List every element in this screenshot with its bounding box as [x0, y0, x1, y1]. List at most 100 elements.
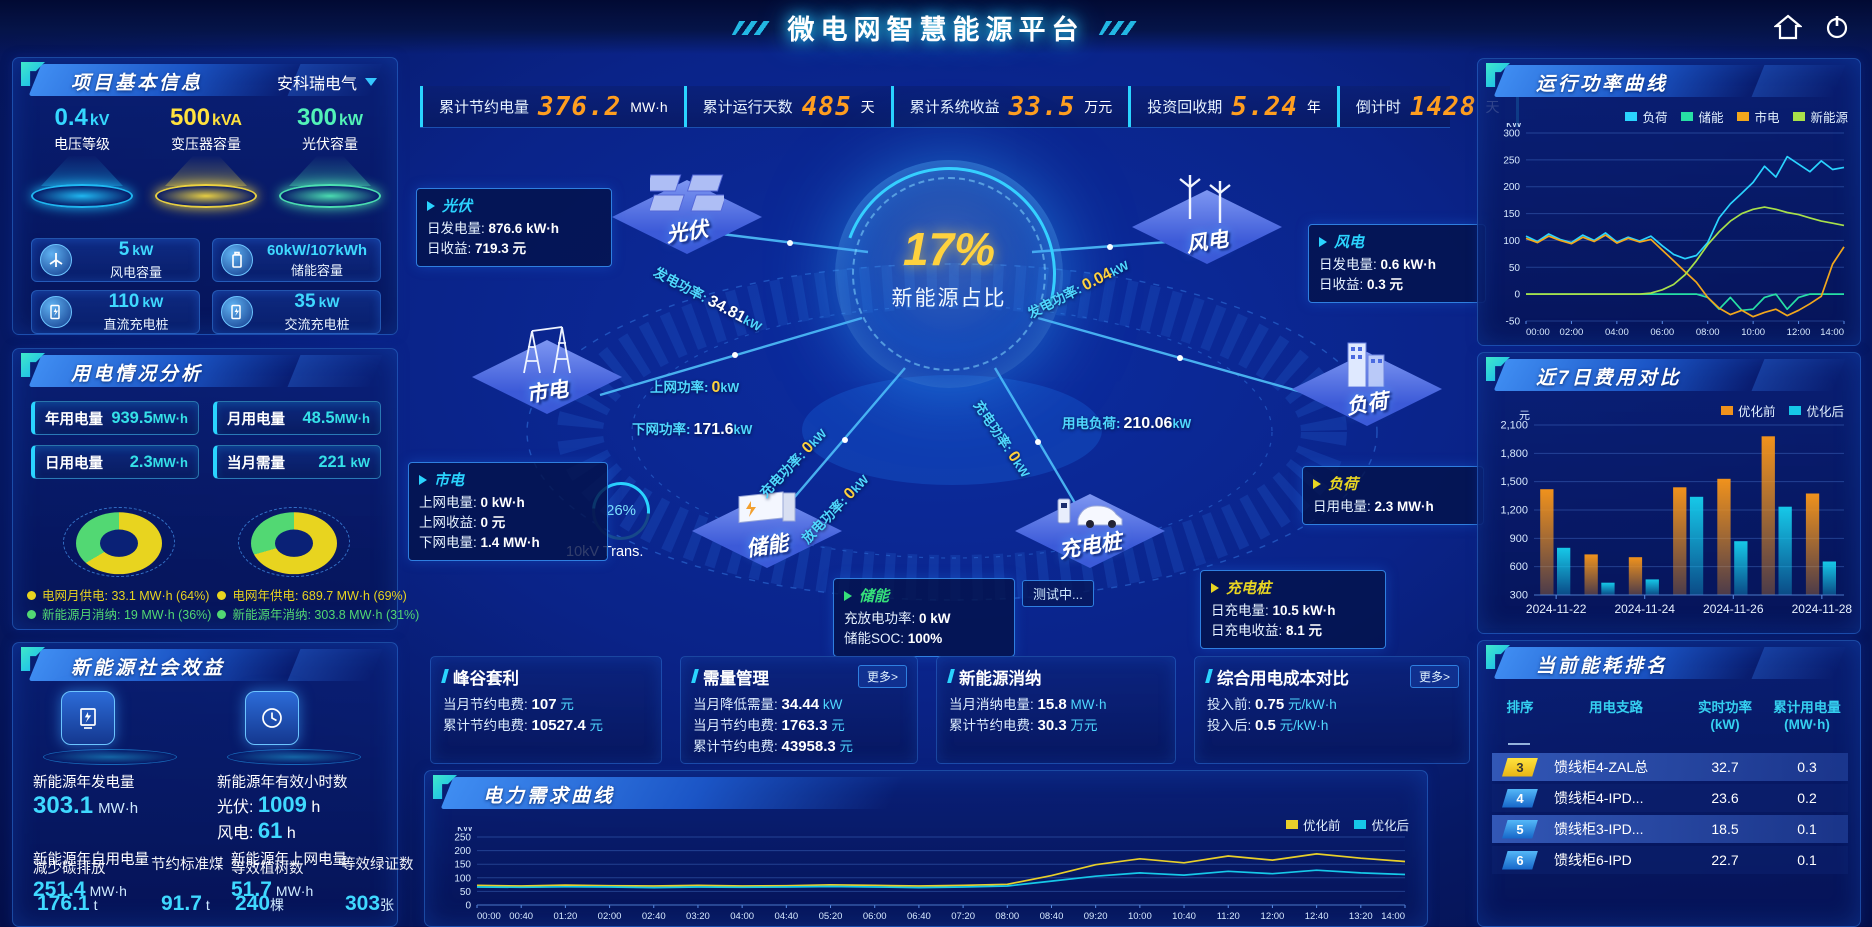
kpi-saved-energy: 累计节约电量 376.2 MW·h — [420, 86, 684, 127]
capacity-transformer: 500 kVA 变压器容量 — [147, 104, 265, 208]
svg-text:100: 100 — [454, 873, 471, 884]
more-button[interactable]: 更多> — [857, 665, 907, 688]
clock-icon — [245, 691, 299, 745]
battery-container-icon — [735, 489, 799, 534]
svg-text:14:00: 14:00 — [1381, 911, 1405, 922]
svg-text:06:40: 06:40 — [907, 911, 931, 922]
legend-item[interactable]: 负荷 — [1625, 107, 1667, 126]
svg-text:2024-11-28: 2024-11-28 — [1792, 602, 1853, 616]
legend-item[interactable]: 储能 — [1681, 107, 1723, 126]
legend-swatch — [1737, 112, 1750, 121]
svg-text:元: 元 — [1519, 410, 1530, 422]
rank-table-header: 排序 用电支路 实时功率 (kW) 累计用电量 (MW·h) — [1506, 700, 1841, 732]
chevron-right-icon — [419, 474, 427, 485]
svg-text:150: 150 — [1503, 209, 1520, 220]
demand-curve-chart: 250 200 150 100 50 0 kW 00:00 00:40 01:20 02:00 02:… — [454, 827, 1406, 922]
legend-renewable-month: 新能源月消纳: 19 MW·h (36%) — [27, 606, 211, 625]
chevron-right-icon — [1319, 236, 1327, 247]
cost-compare-panel: 近7日费用对比 优化前 优化后 2,100 1,800 1,500 1,200 900 60… — [1477, 352, 1861, 634]
more-button[interactable]: 更多> — [1409, 665, 1459, 688]
table-row[interactable]: 6 馈线柜6-IPD 22.7 0.1 — [1492, 846, 1848, 874]
legend-dot — [27, 610, 36, 619]
chip-month-consumption: 月用电量 48.5MW·h — [213, 401, 381, 435]
table-row[interactable]: 5 馈线柜3-IPD... 18.5 0.1 — [1492, 815, 1848, 843]
ac-charger-icon — [221, 296, 253, 328]
legend-item[interactable]: 优化后 — [1354, 815, 1409, 834]
legend-item[interactable]: 市电 — [1737, 107, 1779, 126]
kpi-payback-period: 投资回收期 5.24 年 — [1128, 86, 1337, 127]
rank-badge: 4 — [1502, 788, 1538, 808]
svg-text:100: 100 — [1503, 236, 1520, 247]
svg-text:02:00: 02:00 — [1560, 327, 1584, 338]
svg-text:kW: kW — [1506, 123, 1523, 130]
capacity-voltage: 0.4 kV 电压等级 — [23, 104, 141, 208]
renewable-share-value: 17% — [902, 223, 996, 275]
wind-turbine-icon — [40, 244, 72, 276]
page-title: 微电网智慧能源平台 — [787, 15, 1085, 45]
demand-curve-panel: 电力需求曲线 优化前 优化后 250 200 150 100 50 0 kW 00:00 00:4… — [424, 770, 1428, 927]
stat-dc-charger: 110 kW 直流充电桩 — [31, 290, 200, 334]
consumption-donuts — [31, 499, 381, 585]
svg-text:600: 600 — [1510, 561, 1528, 573]
year-donut-chart — [234, 499, 354, 585]
label-green-certs: 等效绿证数 — [341, 857, 414, 873]
svg-text:11:20: 11:20 — [1217, 911, 1240, 922]
legend-dot — [217, 591, 227, 600]
legend-item[interactable]: 优化前 — [1285, 815, 1340, 834]
svg-text:1,200: 1,200 — [1500, 505, 1528, 517]
chip-day-consumption: 日用电量 2.3MW·h — [31, 445, 199, 479]
legend-swatch — [1625, 112, 1638, 121]
legend-item[interactable]: 优化后 — [1789, 401, 1844, 420]
svg-text:0: 0 — [1514, 290, 1520, 301]
legend-item[interactable]: 新能源 — [1793, 107, 1848, 126]
demand-curve-header: 电力需求曲线 — [431, 775, 1421, 813]
legend-swatch — [1681, 112, 1694, 121]
chevron-right-icon — [1211, 582, 1219, 593]
svg-text:05:20: 05:20 — [819, 911, 843, 922]
legend-item[interactable]: 优化前 — [1720, 401, 1775, 420]
rank-badge: 6 — [1502, 850, 1538, 870]
demand-curve-legend: 优化前 优化后 — [1285, 815, 1409, 834]
energy-rank-panel: 当前能耗排名 排序 用电支路 实时功率 (kW) 累计用电量 (MW·h) 3 馈线… — [1477, 640, 1861, 927]
svg-text:kW: kW — [457, 827, 474, 834]
wind-turbines-icon — [1172, 173, 1242, 230]
svg-text:13:20: 13:20 — [1349, 911, 1373, 922]
capacity-pv: 300 kW 光伏容量 — [271, 104, 389, 208]
legend-swatch — [1720, 406, 1733, 415]
legend-renewable-year: 新能源年消纳: 303.8 MW·h (31%) — [217, 606, 419, 625]
power-analysis-header: 用电情况分析 — [19, 353, 391, 391]
chevron-right-icon — [844, 590, 852, 601]
run-power-chart: 300 250 200 150 100 50 0 -50 kW 00:00 02:00 04:00 06… — [1503, 123, 1845, 338]
project-stats-grid: 5 kW 风电容量 60kW/107kWh 储能容量 110 kW 直流充电桩 35 kW 交… — [31, 238, 381, 334]
chip-year-consumption: 年用电量 939.5MW·h — [31, 401, 199, 435]
table-row[interactable]: 3 馈线柜4-ZAL总 32.7 0.3 — [1492, 753, 1848, 781]
svg-text:900: 900 — [1510, 533, 1528, 545]
load-info-box: 负荷 日用电量: 2.3 MW·h — [1302, 466, 1484, 525]
svg-text:00:00: 00:00 — [477, 911, 501, 922]
svg-text:10:00: 10:00 — [1128, 911, 1152, 922]
table-row[interactable]: 4 馈线柜4-IPD... 23.6 0.2 — [1492, 784, 1848, 812]
svg-text:12:00: 12:00 — [1787, 327, 1811, 338]
kpi-run-days: 累计运行天数 485 天 — [683, 86, 891, 127]
title-decor-right — [1098, 20, 1141, 35]
storage-info-box: 储能 充放电功率: 0 kW 储能SOC: 100% — [833, 578, 1015, 657]
company-select[interactable]: 安科瑞电气 — [277, 70, 377, 94]
glow-platform — [31, 184, 133, 208]
building-icon — [1340, 337, 1394, 392]
glow-platform — [155, 184, 257, 208]
home-icon[interactable] — [1774, 14, 1802, 40]
island-load: 负荷 — [1292, 330, 1442, 438]
rank-badge: 5 — [1502, 819, 1538, 839]
power-icon[interactable] — [1824, 14, 1850, 40]
donut-legends: 电网月供电: 33.1 MW·h (64%) 新能源月消纳: 19 MW·h (… — [27, 587, 419, 625]
svg-text:10:40: 10:40 — [1172, 911, 1196, 922]
svg-text:06:00: 06:00 — [1650, 327, 1674, 338]
card-title: 峰谷套利 — [443, 665, 649, 689]
legend-swatch — [1354, 820, 1367, 829]
solar-panels-icon — [644, 171, 727, 220]
svg-text:1,800: 1,800 — [1500, 448, 1528, 460]
grid-info-box: 市电 上网电量: 0 kW·h 上网收益: 0 元 下网电量: 1.4 MW·h — [408, 462, 608, 561]
stat-ac-charger: 35 kW 交流充电桩 — [212, 290, 381, 334]
svg-text:2024-11-26: 2024-11-26 — [1703, 602, 1764, 616]
